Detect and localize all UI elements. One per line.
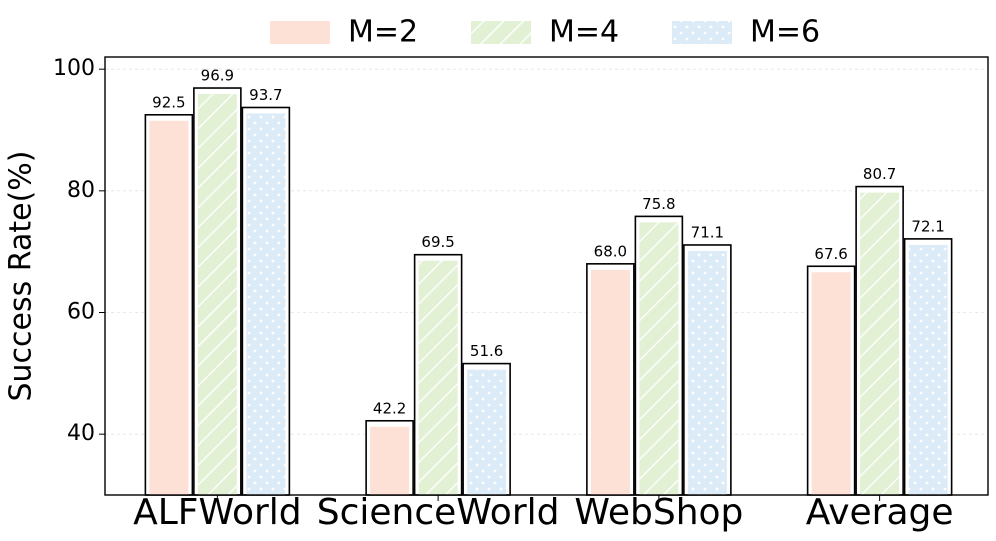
value-label: 69.5 <box>421 233 454 251</box>
y-tick-label: 40 <box>67 421 95 446</box>
legend-label: M=2 <box>348 15 418 50</box>
x-tick-label: Average <box>806 492 954 533</box>
legend-label: M=4 <box>549 15 619 50</box>
bar <box>149 120 189 496</box>
bar <box>908 244 948 495</box>
legend-swatch <box>672 21 732 44</box>
x-tick-label: WebShop <box>574 492 743 533</box>
plot-frame <box>104 56 989 496</box>
value-label: 71.1 <box>691 223 724 241</box>
value-label: 68.0 <box>594 242 627 260</box>
legend-swatch <box>471 21 531 44</box>
x-tick-label: ScienceWorld <box>317 492 560 533</box>
bar <box>467 369 507 495</box>
legend-label: M=6 <box>750 15 820 50</box>
value-label: 92.5 <box>152 93 185 111</box>
value-label: 96.9 <box>201 67 234 85</box>
bar <box>687 250 727 495</box>
value-label: 72.1 <box>911 217 944 235</box>
x-tick-label: ALFWorld <box>133 492 302 533</box>
bar <box>811 272 851 495</box>
bar <box>590 269 630 495</box>
y-tick-label: 60 <box>67 300 95 325</box>
value-label: 67.6 <box>814 245 847 263</box>
value-label: 75.8 <box>642 195 675 213</box>
value-label: 42.2 <box>373 399 406 417</box>
value-label: 93.7 <box>249 86 282 104</box>
value-label: 51.6 <box>470 342 503 360</box>
bar <box>246 113 286 495</box>
y-axis-label: Success Rate(%) <box>4 150 39 401</box>
bar <box>860 192 900 495</box>
bar <box>370 426 410 495</box>
y-tick-label: 100 <box>53 56 95 81</box>
y-tick-label: 80 <box>67 178 95 203</box>
legend-swatch <box>270 21 330 44</box>
value-label: 80.7 <box>863 165 896 183</box>
bar <box>639 222 679 495</box>
bar <box>418 260 458 495</box>
bar <box>197 94 237 496</box>
